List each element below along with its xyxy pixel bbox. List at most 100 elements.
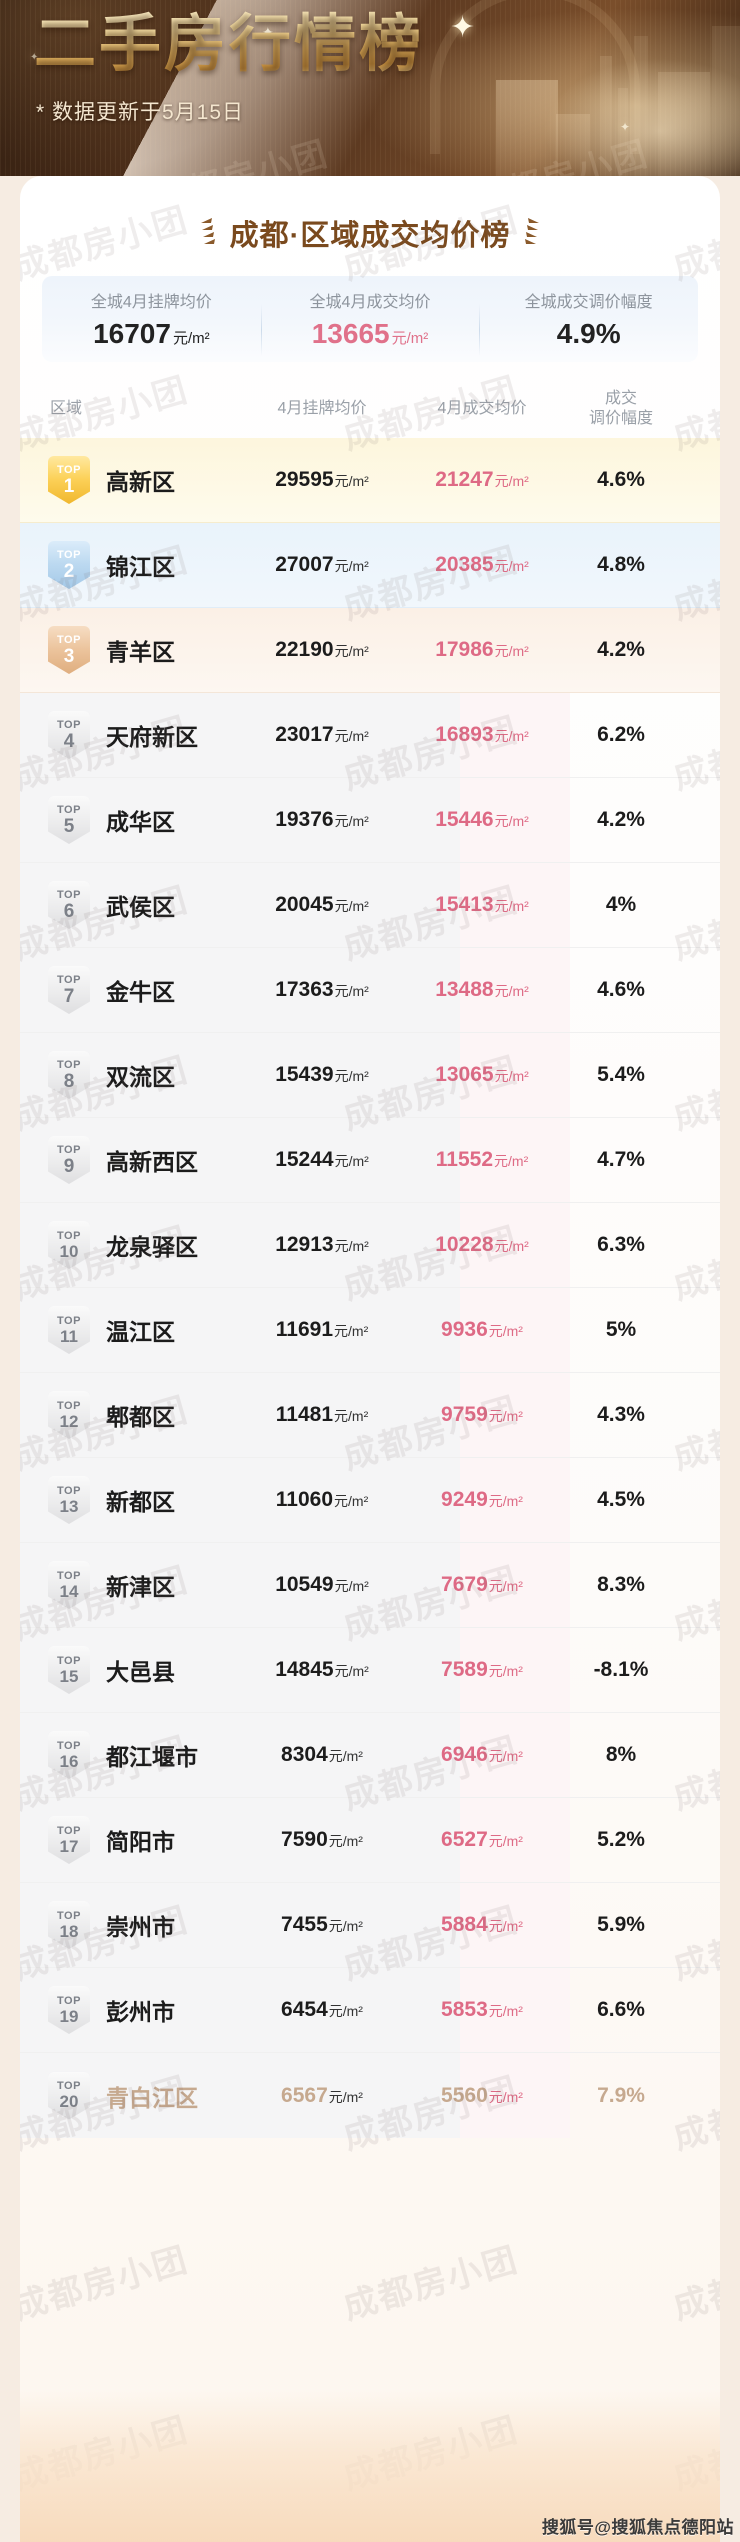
listing-price-cell: 22190元/m² [242, 638, 402, 662]
listing-price-value: 15244 [275, 1148, 334, 1171]
listing-price-cell: 10549元/m² [242, 1573, 402, 1597]
rank-cell: TOP 18 [42, 1901, 96, 1949]
table-row[interactable]: TOP 7 金牛区 17363元/m² 13488元/m² 4.6% [20, 948, 720, 1033]
listing-price-cell: 20045元/m² [242, 893, 402, 917]
rank-badge-number: 3 [63, 645, 75, 667]
deal-price-unit: 元/m² [494, 558, 529, 574]
listing-price-unit: 元/m² [334, 643, 369, 659]
listing-price-value: 12913 [275, 1233, 334, 1256]
rank-badge-number: 2 [63, 560, 75, 582]
rank-badge-label: TOP [57, 1994, 81, 2007]
area-name: 天府新区 [106, 724, 198, 750]
deal-price-value: 6527 [441, 1828, 488, 1851]
deal-price-unit: 元/m² [488, 1408, 523, 1424]
rank-cell: TOP 5 [42, 796, 96, 844]
deal-price-value: 15446 [435, 808, 494, 831]
table-row[interactable]: TOP 2 锦江区 27007元/m² 20385元/m² 4.8% [20, 523, 720, 608]
rank-badge-label: TOP [57, 2080, 81, 2092]
summary-stats-panel: 全城4月挂牌均价 16707 元/m² 全城4月成交均价 13665 元/m² 全城成交调价… [42, 276, 698, 362]
table-row[interactable]: TOP 12 郫都区 11481元/m² 9759元/m² 4.3% [20, 1373, 720, 1458]
price-change-value: 6.6% [597, 1998, 645, 2021]
summary-stat: 全城成交调价幅度 4.9% [479, 288, 698, 356]
listing-price-value: 27007 [275, 553, 334, 576]
listing-price-unit: 元/m² [328, 1748, 363, 1764]
rank-cell: TOP 16 [42, 1731, 96, 1779]
table-row[interactable]: TOP 11 温江区 11691元/m² 9936元/m² 5% [20, 1288, 720, 1373]
table-row[interactable]: TOP 3 青羊区 22190元/m² 17986元/m² 4.2% [20, 608, 720, 693]
deal-price-value: 5884 [441, 1913, 488, 1936]
price-change-value: 5.4% [597, 1063, 645, 1086]
price-change-value: 5.9% [597, 1913, 645, 1936]
area-name: 金牛区 [106, 979, 175, 1005]
listing-price-unit: 元/m² [328, 2088, 363, 2105]
summary-stat-number: 13665 [311, 318, 390, 349]
rank-cell: TOP 8 [42, 1051, 96, 1099]
rank-badge-label: TOP [57, 718, 81, 731]
table-row[interactable]: TOP 4 天府新区 23017元/m² 16893元/m² 6.2% [20, 693, 720, 778]
rank-badge-number: 15 [59, 1666, 79, 1686]
area-name: 锦江区 [106, 554, 175, 580]
deal-price-unit: 元/m² [494, 643, 529, 659]
table-row[interactable]: TOP 17 简阳市 7590元/m² 6527元/m² 5.2% [20, 1798, 720, 1883]
summary-stat-unit: 元/m² [172, 330, 210, 347]
rank-badge: TOP 6 [48, 881, 90, 929]
table-row[interactable]: TOP 20 青白江区 6567元/m² 5560元/m² 7.9% [20, 2053, 720, 2138]
rank-badge-label: TOP [57, 1484, 81, 1497]
deal-price-cell: 9249元/m² [402, 1488, 562, 1512]
price-change-value: 8% [605, 1743, 637, 1766]
table-row[interactable]: TOP 9 高新西区 15244元/m² 11552元/m² 4.7% [20, 1118, 720, 1203]
table-row[interactable]: TOP 13 新都区 11060元/m² 9249元/m² 4.5% [20, 1458, 720, 1543]
table-row[interactable]: TOP 8 双流区 15439元/m² 13065元/m² 5.4% [20, 1033, 720, 1118]
deal-price-cell: 5560元/m² [402, 2084, 562, 2108]
listing-price-cell: 11691元/m² [242, 1318, 402, 1342]
rank-badge-number: 1 [63, 475, 75, 497]
summary-stat-value: 13665 元/m² [261, 318, 480, 350]
price-change-value: 4.3% [597, 1403, 645, 1426]
deal-price-value: 5560 [441, 2083, 488, 2107]
rank-badge: TOP 13 [48, 1476, 90, 1524]
table-row[interactable]: TOP 5 成华区 19376元/m² 15446元/m² 4.2% [20, 778, 720, 863]
listing-price-cell: 19376元/m² [242, 808, 402, 832]
deal-price-cell: 5853元/m² [402, 1998, 562, 2022]
deal-price-value: 7679 [441, 1573, 488, 1596]
price-change-value: 4.2% [597, 638, 645, 661]
listing-price-value: 14845 [275, 1658, 334, 1681]
deal-price-cell: 7679元/m² [402, 1573, 562, 1597]
table-row[interactable]: TOP 18 崇州市 7455元/m² 5884元/m² 5.9% [20, 1883, 720, 1968]
hero-building-decor [712, 26, 740, 176]
rank-badge-label: TOP [57, 1058, 81, 1071]
deal-price-value: 17986 [435, 638, 494, 661]
table-row[interactable]: TOP 16 都江堰市 8304元/m² 6946元/m² 8% [20, 1713, 720, 1798]
rank-badge-number: 11 [60, 1326, 78, 1346]
deal-price-unit: 元/m² [488, 1323, 523, 1339]
hero-building-decor [600, 56, 612, 176]
area-name: 彭州市 [106, 1999, 175, 2025]
price-change-value: 6.2% [597, 723, 645, 746]
listing-price-unit: 元/m² [334, 473, 369, 489]
listing-price-cell: 11481元/m² [242, 1403, 402, 1427]
price-change-value: 6.3% [597, 1233, 645, 1256]
summary-stat-label: 全城4月成交均价 [309, 294, 431, 311]
deal-price-value: 21247 [435, 468, 494, 491]
deal-price-unit: 元/m² [494, 728, 529, 744]
table-row[interactable]: TOP 14 新津区 10549元/m² 7679元/m² 8.3% [20, 1543, 720, 1628]
column-header-change: 成交 调价幅度 [562, 389, 680, 429]
listing-price-cell: 6454元/m² [242, 1998, 402, 2022]
rank-badge: TOP 17 [48, 1816, 90, 1864]
deal-price-unit: 元/m² [494, 1068, 529, 1084]
rank-cell: TOP 6 [42, 881, 96, 929]
rank-badge: TOP 4 [48, 711, 90, 759]
summary-stat-value: 4.9% [479, 318, 698, 350]
rank-badge-number: 19 [59, 2006, 79, 2026]
table-row[interactable]: TOP 6 武侯区 20045元/m² 15413元/m² 4% [20, 863, 720, 948]
listing-price-unit: 元/m² [328, 1833, 363, 1849]
listing-price-value: 17363 [275, 978, 334, 1001]
table-row[interactable]: TOP 10 龙泉驿区 12913元/m² 10228元/m² 6.3% [20, 1203, 720, 1288]
listing-price-value: 23017 [275, 723, 334, 746]
table-row[interactable]: TOP 1 高新区 29595元/m² 21247元/m² 4.6% [20, 438, 720, 523]
table-row[interactable]: TOP 19 彭州市 6454元/m² 5853元/m² 6.6% [20, 1968, 720, 2053]
deal-price-cell: 7589元/m² [402, 1658, 562, 1682]
table-row[interactable]: TOP 15 大邑县 14845元/m² 7589元/m² -8.1% [20, 1628, 720, 1713]
area-name: 都江堰市 [106, 1744, 198, 1770]
rank-badge-label: TOP [57, 973, 81, 986]
